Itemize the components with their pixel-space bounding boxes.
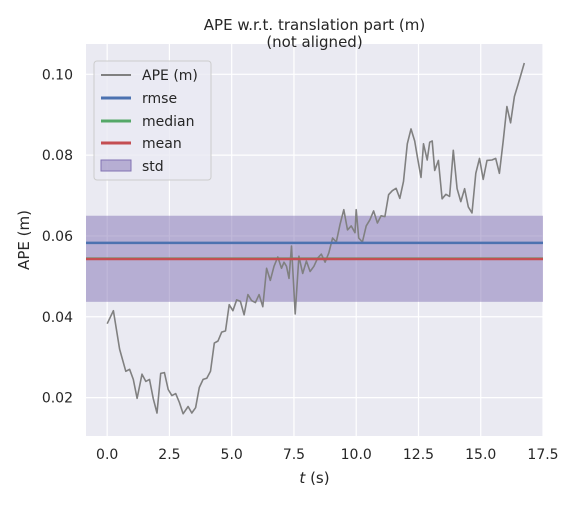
x-tick-labels: 0.0 2.5 5.0 7.5 10.0 12.5 15.0 17.5 bbox=[96, 447, 559, 463]
ape-line-layer bbox=[106, 62, 526, 415]
legend-rmse-label: rmse bbox=[142, 91, 177, 107]
x-tick-label: 15.0 bbox=[465, 447, 496, 463]
y-tick-label: 0.10 bbox=[42, 67, 73, 83]
legend-median-label: median bbox=[142, 114, 194, 130]
x-axis-label: t (s) bbox=[299, 469, 329, 487]
x-tick-label: 17.5 bbox=[527, 447, 558, 463]
y-axis-label: APE (m) bbox=[15, 210, 33, 270]
chart-subtitle: (not aligned) bbox=[266, 33, 362, 51]
x-tick-label: 5.0 bbox=[221, 447, 243, 463]
y-tick-label: 0.02 bbox=[42, 391, 73, 407]
x-axis-label-var: t bbox=[299, 469, 306, 487]
chart-title: APE w.r.t. translation part (m) bbox=[204, 16, 425, 34]
legend-std-swatch bbox=[100, 159, 132, 172]
y-tick-label: 0.06 bbox=[42, 229, 73, 245]
x-tick-label: 2.5 bbox=[158, 447, 180, 463]
stat-lines-layer bbox=[86, 241, 543, 261]
legend-box bbox=[93, 60, 212, 181]
x-tick-label: 12.5 bbox=[403, 447, 434, 463]
y-tick-label: 0.08 bbox=[42, 148, 73, 164]
y-tick-labels: 0.02 0.04 0.06 0.08 0.10 bbox=[42, 67, 73, 406]
legend-mean-label: mean bbox=[142, 136, 182, 152]
ape-series-line bbox=[106, 62, 526, 415]
x-axis-label-unit: (s) bbox=[305, 469, 329, 487]
x-tick-label: 10.0 bbox=[341, 447, 372, 463]
y-tick-label: 0.04 bbox=[42, 310, 73, 326]
legend-std-label: std bbox=[142, 159, 164, 175]
x-tick-label: 0.0 bbox=[96, 447, 118, 463]
legend-ape-label: APE (m) bbox=[142, 68, 198, 84]
x-tick-label: 7.5 bbox=[283, 447, 305, 463]
legend: APE (m) rmse median mean std bbox=[93, 60, 212, 181]
